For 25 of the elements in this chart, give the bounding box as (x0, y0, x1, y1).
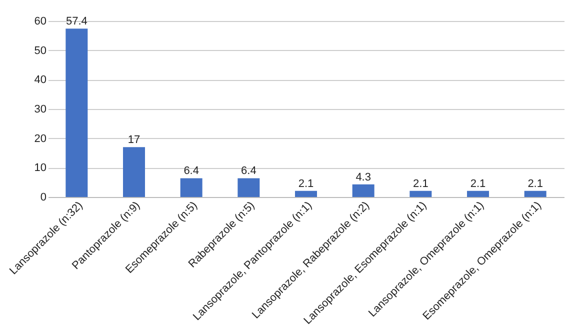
bar (123, 147, 145, 197)
bar (66, 28, 88, 197)
y-tick-label: 30 (34, 104, 46, 116)
y-tick-label: 0 (40, 192, 46, 204)
y-tick-label: 50 (34, 44, 46, 57)
y-tick-label: 60 (34, 16, 46, 28)
data-label: 4.3 (356, 171, 371, 184)
data-label: 6.4 (241, 165, 256, 178)
bar (410, 190, 432, 197)
bar (352, 184, 374, 197)
bar (524, 190, 546, 197)
y-tick-label: 20 (34, 132, 46, 145)
data-label: 2.1 (470, 178, 486, 190)
data-label: 57.4 (66, 16, 88, 28)
data-label: 6.4 (184, 165, 199, 178)
data-label: 2.1 (413, 178, 428, 190)
data-label: 2.1 (528, 178, 543, 190)
data-label: 17 (128, 134, 140, 146)
y-tick-label: 40 (34, 74, 46, 86)
bar (295, 190, 317, 197)
y-tick-label: 10 (34, 162, 46, 174)
bar (238, 178, 260, 197)
bar (180, 178, 202, 197)
data-label: 2.1 (298, 178, 314, 190)
bar (467, 190, 489, 197)
